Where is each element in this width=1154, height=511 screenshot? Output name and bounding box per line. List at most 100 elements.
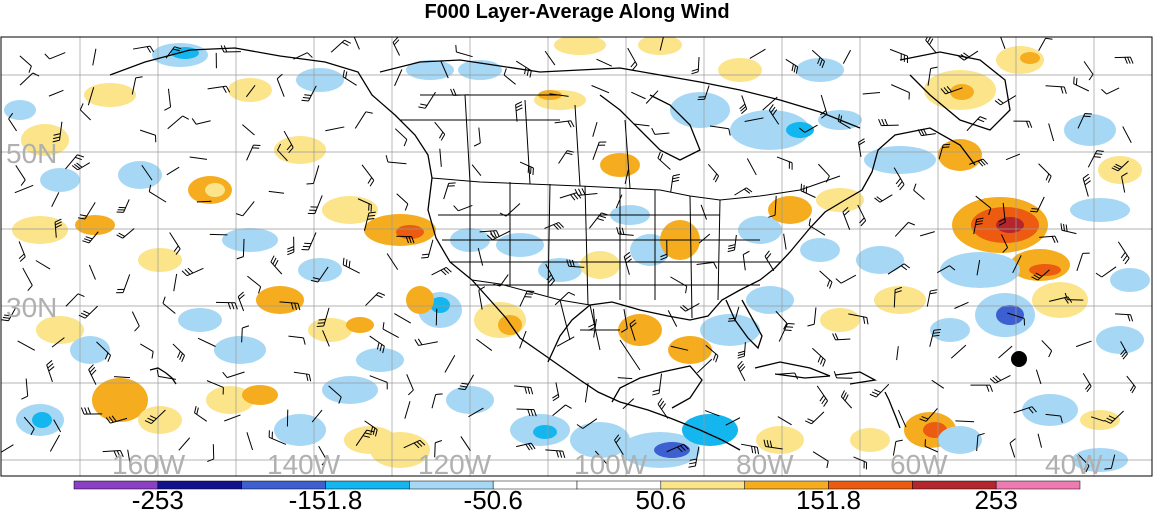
anomaly-patch	[138, 248, 182, 272]
wind-barb	[169, 232, 181, 255]
wind-barb	[92, 48, 97, 66]
wind-barb	[1000, 234, 1009, 253]
wind-barb	[88, 364, 97, 385]
wind-barb	[958, 50, 979, 61]
wind-barb	[283, 130, 294, 154]
political-borders	[400, 94, 841, 371]
anomaly-patch	[1096, 326, 1144, 354]
wind-barb	[473, 127, 481, 147]
wind-barb	[307, 195, 323, 215]
wind-barb	[242, 124, 255, 136]
wind-barb	[617, 377, 633, 380]
wind-barb	[54, 218, 63, 238]
wind-barb	[762, 96, 778, 111]
wind-barb	[396, 193, 409, 211]
wind-barb	[591, 85, 610, 94]
wind-barb	[1075, 340, 1092, 348]
anomaly-patch	[40, 168, 80, 192]
wind-barb	[166, 166, 180, 176]
wind-barb	[800, 183, 816, 198]
wind-barb	[80, 407, 103, 415]
wind-barb	[287, 236, 295, 256]
wind-barb	[777, 372, 799, 380]
wind-barb	[1090, 416, 1105, 422]
wind-barb	[1037, 433, 1043, 448]
wind-barb	[1048, 123, 1055, 142]
wind-barb	[434, 440, 443, 458]
colorbar-tick-label: 151.8	[796, 485, 861, 511]
wind-barb	[396, 235, 415, 244]
wind-barb	[514, 385, 534, 395]
wind-barb	[691, 57, 700, 75]
wind-barb	[775, 310, 788, 330]
anomaly-patch	[570, 422, 630, 458]
anomaly-patch	[138, 406, 182, 434]
anomaly-patch	[800, 238, 840, 262]
wind-barb	[486, 230, 510, 241]
wind-barb	[556, 336, 575, 347]
anomaly-patch	[950, 84, 974, 100]
map-frame	[0, 36, 1153, 477]
wind-barb	[127, 449, 131, 466]
hispaniola-coastline	[834, 371, 878, 385]
lon-label: 120W	[418, 449, 492, 480]
wind-barb	[288, 335, 306, 345]
wind-barb	[976, 259, 981, 276]
wind-barb	[458, 374, 475, 391]
wind-barb	[1030, 196, 1045, 213]
wind-barb	[545, 263, 555, 287]
wind-barb	[1007, 312, 1026, 326]
wind-barb	[241, 325, 250, 343]
wind-barb	[931, 379, 945, 389]
anomaly-patch	[118, 161, 162, 189]
wind-barb	[519, 290, 535, 307]
anomaly-patch	[242, 385, 278, 405]
anomaly-patch	[36, 316, 84, 344]
wind-barb	[1013, 406, 1037, 414]
anomaly-patch	[700, 314, 760, 346]
wind-barb	[874, 194, 893, 203]
wind-barb	[1060, 223, 1077, 235]
wind-barb	[1122, 126, 1132, 143]
wind-barb	[385, 155, 407, 165]
wind-barb	[629, 319, 637, 341]
wind-barb	[48, 89, 64, 97]
wind-barb	[624, 169, 629, 185]
anomaly-patch	[1022, 394, 1078, 426]
wind-barb	[1000, 37, 1006, 49]
wind-barb	[835, 274, 857, 284]
wind-barb	[666, 443, 689, 453]
wind-barb	[450, 88, 469, 96]
wind-barb	[1038, 37, 1053, 51]
wind-barb	[833, 371, 853, 379]
wind-barb	[114, 376, 131, 379]
longitude-labels: 160W 140W 120W 100W 80W 60W 40W	[112, 449, 1103, 480]
wind-barb	[574, 188, 598, 196]
wind-barb	[749, 48, 766, 59]
wind-barb	[78, 305, 98, 319]
wind-barb	[950, 344, 967, 359]
anomaly-patch	[205, 183, 225, 197]
wind-barb	[1104, 454, 1116, 470]
wind-barb	[165, 46, 182, 59]
lat-label: 50N	[6, 138, 57, 169]
wind-barb	[132, 45, 155, 53]
lon-label: 80W	[736, 449, 794, 480]
wind-barb	[1104, 410, 1124, 424]
wind-barb	[924, 439, 939, 453]
wind-barb	[1045, 413, 1063, 423]
wind-barb	[837, 114, 851, 129]
wind-barb	[162, 296, 176, 314]
wind-barb	[51, 192, 60, 208]
wind-barb	[404, 401, 411, 419]
wind-barb	[566, 259, 585, 268]
wind-barb	[194, 405, 208, 422]
wind-barb	[820, 94, 828, 119]
wind-barb	[920, 231, 935, 237]
wind-barb	[1038, 163, 1052, 183]
wind-barb	[173, 273, 178, 292]
anomaly-patch	[111, 395, 139, 415]
wind-barb	[819, 270, 833, 289]
wind-barb	[17, 340, 36, 351]
